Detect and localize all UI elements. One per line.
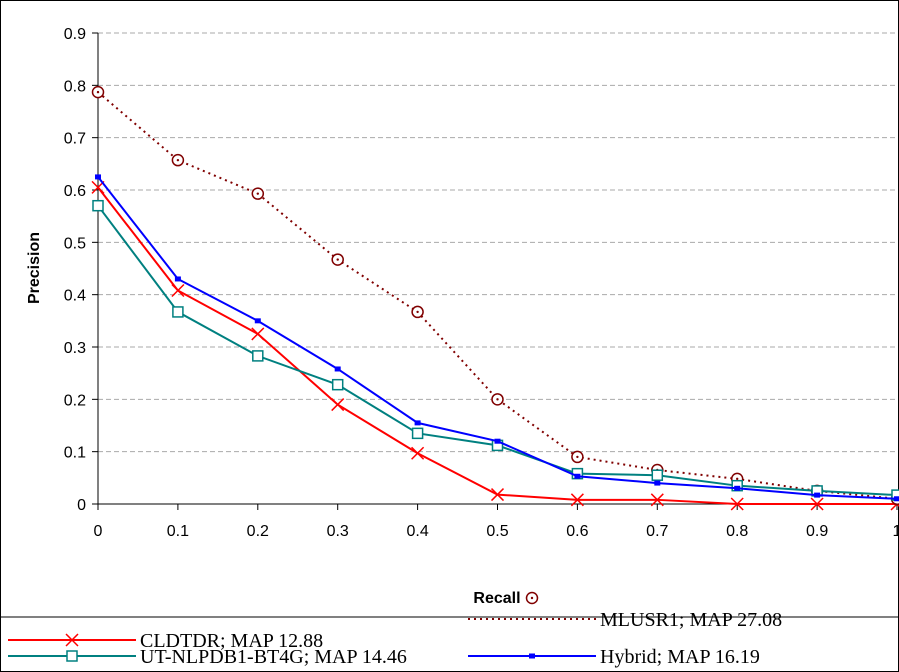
series-group [91, 85, 899, 511]
y-tick-label: 0.3 [64, 340, 86, 357]
data-point-x-marker [810, 497, 824, 511]
x-tick-label: 0.6 [566, 523, 588, 540]
x-tick-label: 0.9 [806, 523, 828, 540]
x-tick-label: 0 [94, 523, 103, 540]
data-point-dash-marker [494, 438, 501, 444]
y-axis-title: Precision [26, 232, 43, 304]
legend-label: UT-NLPDB1-BT4G; MAP 14.46 [140, 646, 407, 668]
y-tick-label: 0.7 [64, 131, 86, 148]
series-3 [95, 174, 899, 502]
data-point-square-marker [92, 199, 104, 212]
data-point-dash-marker [734, 485, 741, 491]
y-tick-label: 0.9 [64, 26, 86, 43]
series-0 [91, 180, 899, 511]
data-point-x-marker [490, 488, 505, 502]
legend-label: Hybrid; MAP 16.19 [600, 646, 760, 668]
data-point-circle-marker [491, 393, 504, 406]
data-point-dash-marker [814, 492, 821, 498]
data-point-x-marker [331, 398, 345, 412]
data-point-circle-marker [91, 85, 105, 99]
x-tick-label: 0.5 [486, 523, 508, 540]
data-point-dash-marker [529, 653, 535, 659]
data-point-circle-marker [411, 305, 424, 319]
y-tick-label: 0.2 [64, 392, 86, 409]
data-point-square-marker [252, 350, 264, 362]
data-point-dash-marker [414, 420, 421, 426]
y-tick-label: 0.6 [64, 183, 86, 200]
legend-item: UT-NLPDB1-BT4G; MAP 14.46 [8, 646, 407, 668]
y-tick-label: 0.5 [64, 235, 86, 252]
data-point-x-marker [251, 327, 265, 341]
legend-label: CLDTDR; MAP 12.88 [140, 630, 323, 652]
y-tick-label: 0.8 [64, 78, 86, 95]
plot-area [98, 33, 897, 504]
data-point-circle-marker [571, 450, 584, 464]
data-point-dash-marker [174, 276, 181, 282]
data-point-square-marker [331, 378, 344, 391]
series-line [97, 91, 898, 500]
legend-item: Hybrid; MAP 16.19 [468, 646, 760, 668]
x-tick-labels: 0 0.1 0.2 0.3 0.4 0.5 0.6 0.7 0.8 0.9 1 [94, 523, 899, 540]
x-tick-label: 1 [893, 523, 899, 540]
y-tick-label: 0.4 [64, 288, 86, 305]
legend-item: MLUSR1; MAP 27.08 [468, 591, 782, 631]
y-tick-label: 0.1 [64, 445, 86, 462]
x-tick-label: 0.7 [646, 523, 668, 540]
data-point-dash-marker [254, 318, 261, 324]
gridlines [98, 32, 897, 453]
data-point-square-marker [172, 306, 184, 318]
data-point-x-marker [650, 493, 664, 507]
data-point-dash-marker [334, 366, 341, 372]
data-point-square-marker [411, 427, 424, 440]
data-point-x-marker [730, 497, 744, 511]
data-point-x-marker [570, 493, 584, 507]
data-point-dash-marker [654, 480, 661, 486]
data-point-x-marker [411, 446, 425, 460]
x-tick-label: 0.8 [726, 523, 748, 540]
legend-label: MLUSR1; MAP 27.08 [600, 609, 782, 631]
legend-item: CLDTDR; MAP 12.88 [8, 630, 323, 652]
series-2 [92, 199, 899, 501]
data-point-dash-marker [894, 496, 899, 502]
data-point-x-marker [65, 633, 79, 647]
x-tick-label: 0.4 [406, 523, 428, 540]
data-point-circle-marker [171, 153, 185, 167]
data-point-dash-marker [95, 174, 101, 180]
data-point-circle-marker [331, 253, 344, 266]
data-point-dash-marker [574, 473, 581, 479]
data-point-square-marker [66, 650, 78, 662]
x-tick-label: 0.3 [327, 523, 349, 540]
x-tick-label: 0.1 [167, 523, 189, 540]
x-tick-label: 0.2 [247, 523, 269, 540]
y-tick-label: 0 [77, 497, 86, 514]
x-axis-title: Recall [473, 590, 520, 607]
data-point-square-marker [651, 469, 664, 481]
data-point-x-marker [171, 283, 185, 298]
data-point-circle-marker [525, 591, 539, 605]
y-tick-labels: 0 0.1 0.2 0.3 0.4 0.5 0.6 0.7 0.8 0.9 [64, 26, 86, 514]
legend: CLDTDR; MAP 12.88 MLUSR1; MAP 27.08 UT-NLP… [8, 591, 782, 668]
data-point-circle-marker [251, 187, 265, 200]
